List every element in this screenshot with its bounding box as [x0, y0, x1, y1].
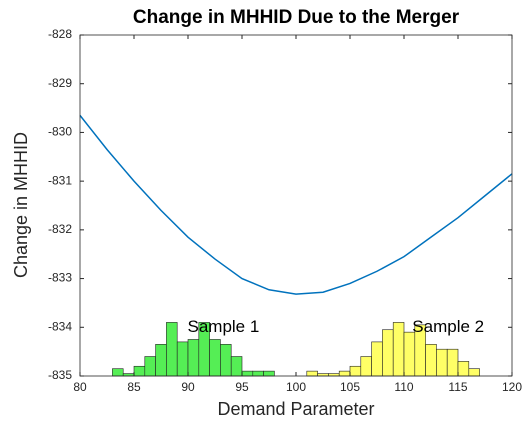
x-tick-label: 100 — [286, 380, 306, 394]
histogram-bar — [230, 356, 243, 377]
x-tick-label: 80 — [73, 380, 87, 394]
y-tick-label: -833 — [48, 271, 72, 285]
y-tick-label: -831 — [48, 173, 72, 187]
histogram-bar — [220, 344, 232, 377]
line — [79, 114, 513, 295]
x-tick-label: 95 — [235, 380, 249, 394]
histogram-bar — [209, 339, 221, 377]
x-tick-label: 120 — [502, 380, 522, 394]
y-axis-label: Change in MHHID — [11, 132, 31, 278]
histogram-bar — [144, 356, 156, 377]
histogram-bar — [371, 341, 383, 377]
annotation: Sample 2 — [412, 317, 484, 336]
histogram-bar — [436, 348, 448, 377]
y-tick-label: -835 — [48, 368, 72, 382]
x-axis-label: Demand Parameter — [217, 399, 374, 419]
y-tick-label: -834 — [48, 319, 72, 333]
y-tick-label: -828 — [48, 27, 72, 41]
x-tick-label: 85 — [127, 380, 141, 394]
histogram-bar — [349, 365, 362, 377]
histogram-bar — [392, 322, 405, 377]
histogram-bar — [241, 370, 254, 377]
histogram-bar — [263, 370, 275, 377]
histogram-bar — [403, 331, 416, 377]
x-tick-label: 110 — [394, 380, 413, 394]
x-tick-label: 105 — [340, 380, 360, 394]
histogram-bar — [382, 329, 394, 377]
histogram-bar — [468, 368, 480, 377]
histogram-bar — [360, 356, 372, 377]
histogram-bar — [446, 348, 459, 377]
annotation: Sample 1 — [187, 317, 259, 336]
histogram-bar — [338, 370, 351, 377]
histogram-bar — [133, 365, 146, 377]
histogram-bar — [155, 344, 167, 377]
y-tick-label: -829 — [48, 76, 72, 90]
histogram-bar — [425, 344, 437, 377]
chart-title: Change in MHHID Due to the Merger — [133, 7, 460, 28]
y-tick-label: -830 — [48, 125, 72, 139]
histogram-bar — [252, 370, 264, 377]
histogram-bar — [187, 339, 200, 377]
histogram-bar — [306, 370, 318, 377]
histogram-bar — [457, 361, 470, 377]
x-tick-label: 90 — [181, 380, 195, 394]
y-tick-label: -832 — [48, 222, 72, 236]
histogram-bar — [166, 322, 178, 377]
histogram-bar — [176, 341, 189, 377]
x-tick-label: 115 — [448, 380, 467, 394]
histogram-bar — [112, 368, 124, 377]
